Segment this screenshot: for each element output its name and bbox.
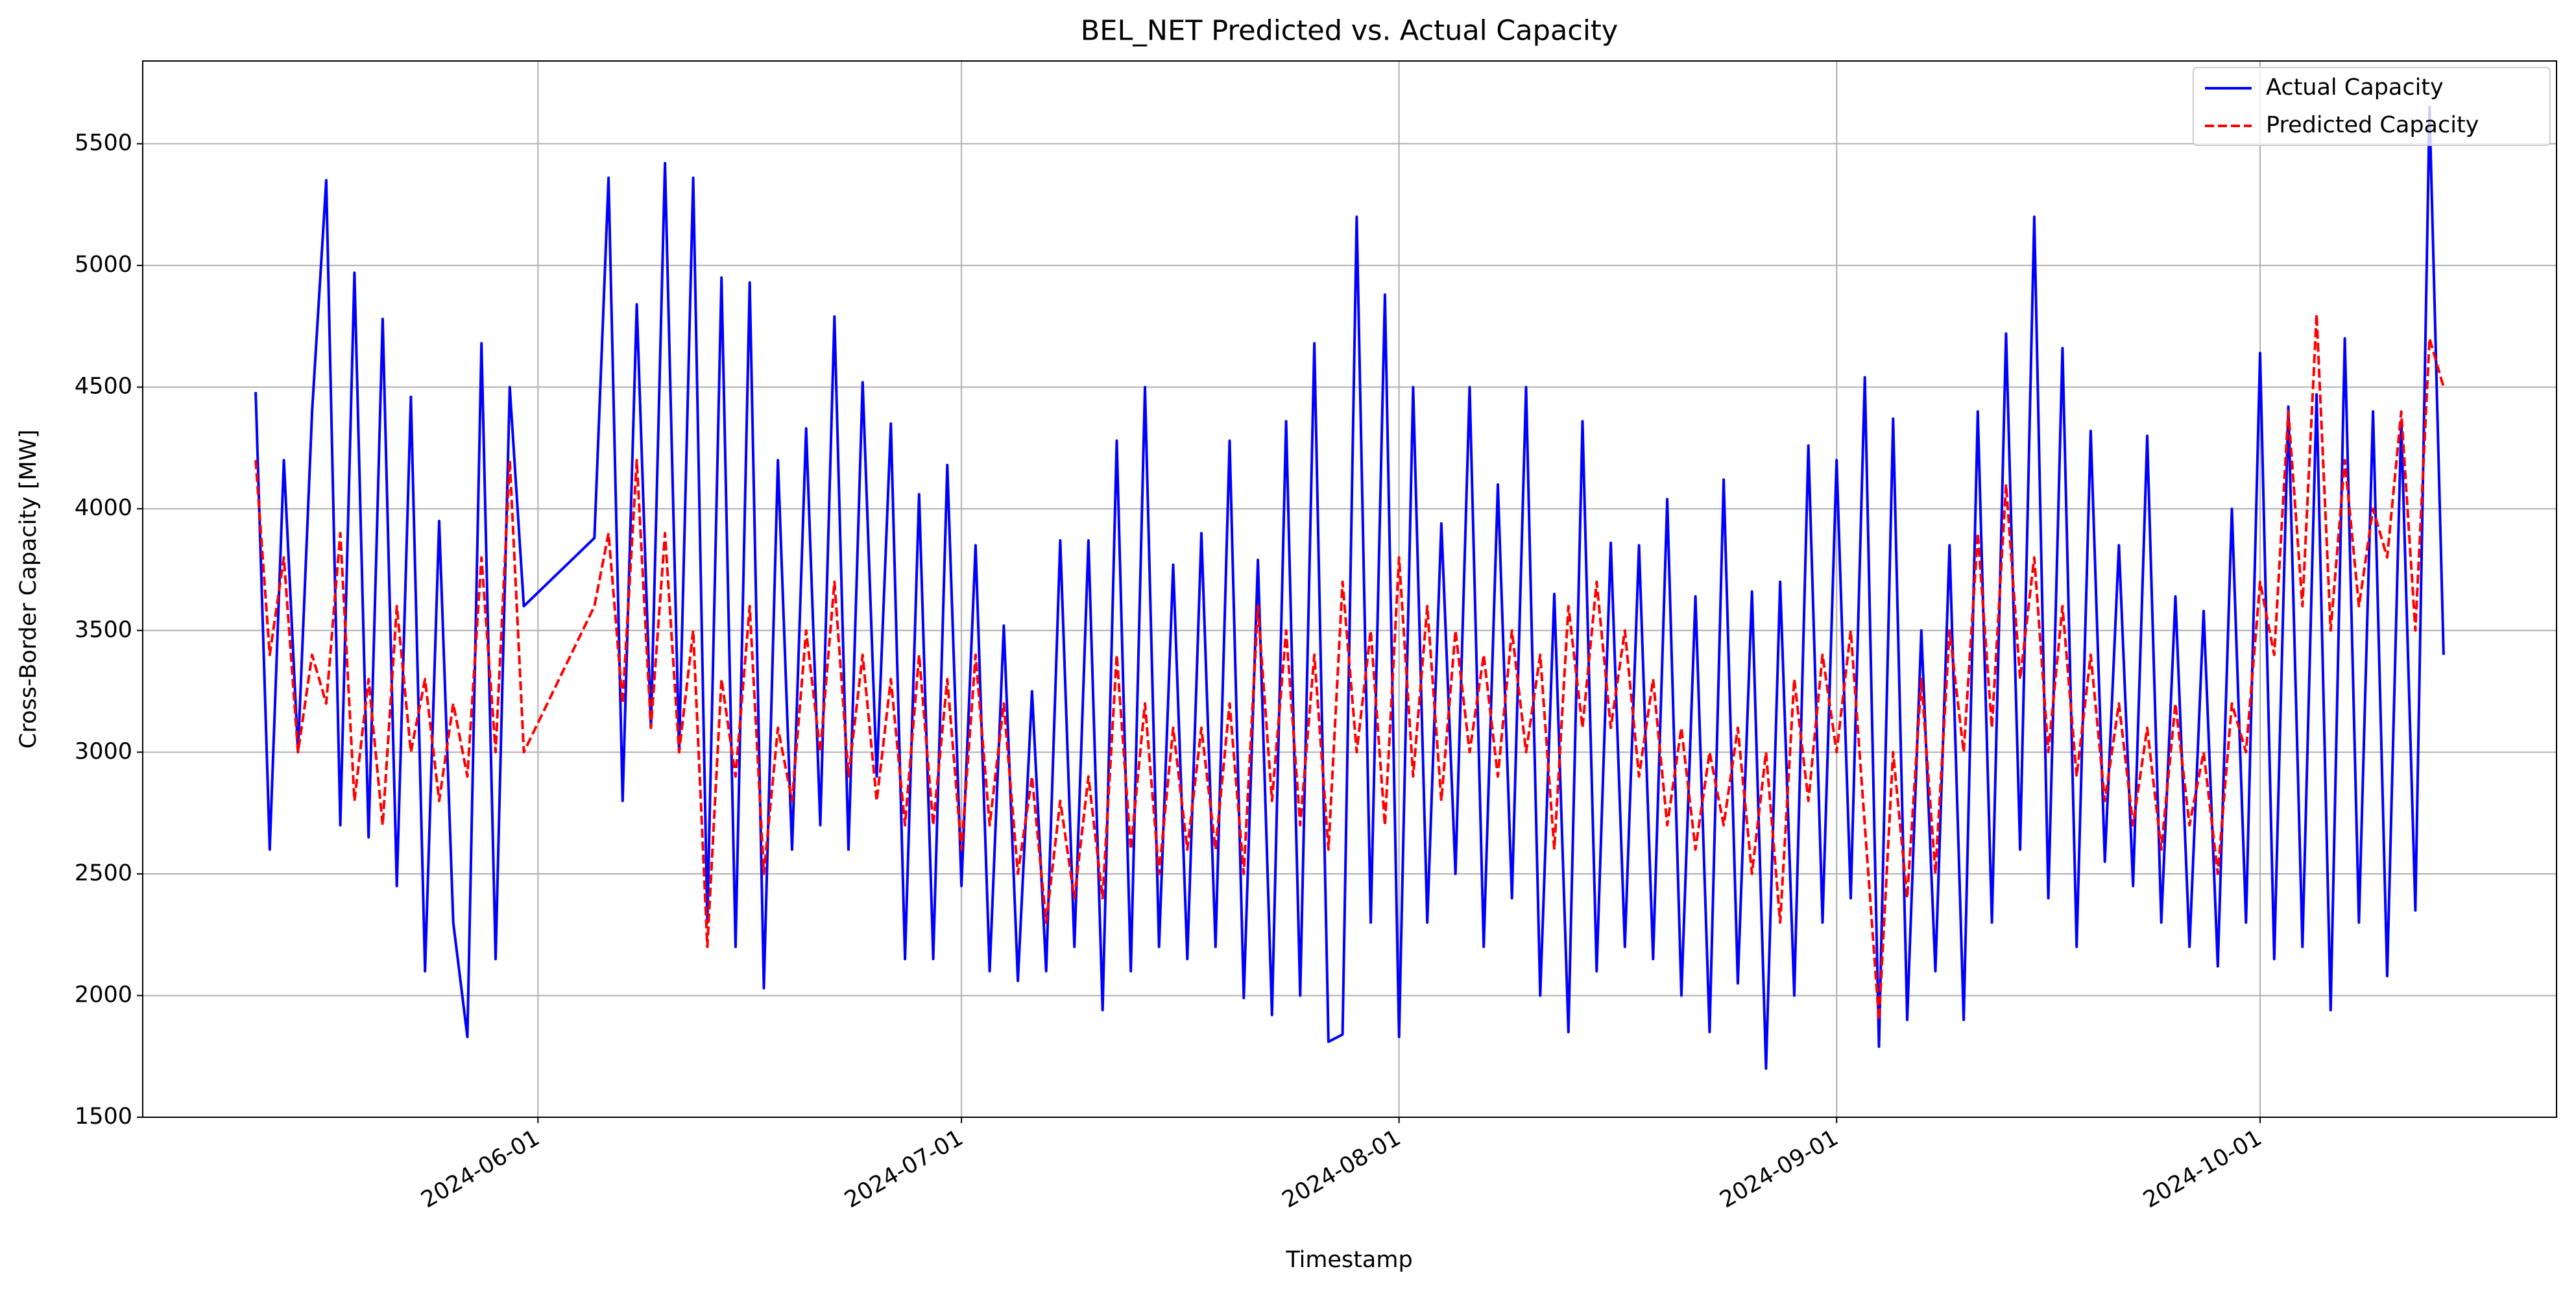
- legend-box: [2193, 67, 2551, 146]
- legend-label: Predicted Capacity: [2266, 112, 2479, 138]
- y-tick-label: 5500: [75, 130, 132, 156]
- y-tick-label: 3500: [75, 617, 132, 643]
- y-tick-label: 1500: [75, 1104, 132, 1130]
- x-tick-label: 2024-09-01: [1716, 1125, 1843, 1213]
- legend: Actual Capacity Predicted Capacity: [2193, 67, 2551, 146]
- y-tick-label: 4500: [75, 374, 132, 400]
- y-tick-label: 4000: [75, 495, 132, 521]
- chart-title: BEL_NET Predicted vs. Actual Capacity: [1081, 15, 1618, 47]
- x-tick-label: 2024-10-01: [2139, 1125, 2266, 1213]
- y-axis-label: Cross-Border Capacity [MW]: [16, 430, 42, 749]
- x-tick-label: 2024-06-01: [417, 1125, 544, 1213]
- data-line: [254, 313, 2445, 1021]
- y-tick-label: 5000: [75, 252, 132, 278]
- legend-label: Actual Capacity: [2266, 75, 2444, 101]
- x-tick-label: 2024-07-01: [840, 1125, 967, 1213]
- y-tick-label: 2000: [75, 982, 132, 1008]
- y-tick-label: 3000: [75, 738, 132, 764]
- data-line: [254, 106, 2445, 1070]
- x-axis-label: Timestamp: [1285, 1247, 1412, 1273]
- y-tick-label: 2500: [75, 860, 132, 886]
- x-tick-label: 2024-08-01: [1278, 1125, 1405, 1213]
- plot-frame: [142, 60, 2557, 1118]
